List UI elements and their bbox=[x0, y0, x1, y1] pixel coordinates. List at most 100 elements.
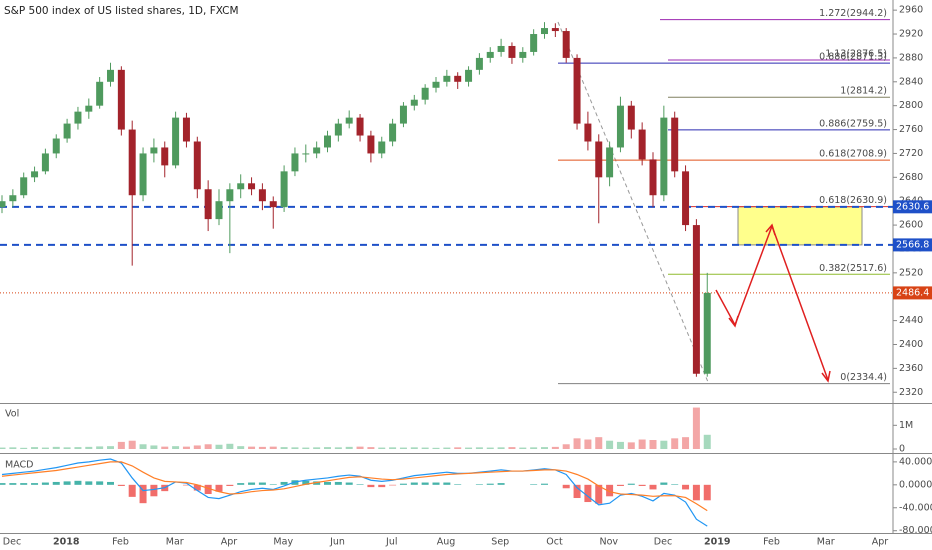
candle-body bbox=[671, 117, 679, 172]
volume-bar bbox=[150, 445, 158, 449]
volume-bar bbox=[139, 444, 147, 449]
volume-bar bbox=[508, 447, 516, 449]
candle-body bbox=[150, 147, 158, 154]
y-tick-label: -40.0000 bbox=[899, 502, 932, 513]
candle-body bbox=[497, 45, 505, 52]
x-tick-label: Mar bbox=[817, 537, 835, 548]
macd-histogram bbox=[399, 483, 407, 485]
candle-body bbox=[172, 117, 180, 166]
candle-body bbox=[334, 123, 342, 136]
fib-label: 1.13(2876.5) bbox=[825, 49, 887, 60]
candle-body bbox=[237, 183, 245, 190]
macd-histogram bbox=[85, 481, 93, 485]
macd-histogram bbox=[31, 483, 39, 485]
y-tick-label: 2800 bbox=[899, 100, 923, 111]
volume-bar bbox=[519, 447, 527, 449]
candle-body bbox=[96, 81, 104, 106]
y-tick-label: 0 bbox=[899, 444, 905, 455]
candle-body bbox=[9, 195, 17, 202]
fib-label: 1(2814.2) bbox=[840, 86, 887, 97]
volume-bar bbox=[606, 440, 614, 449]
candle-body bbox=[107, 69, 114, 82]
candle-body bbox=[31, 171, 39, 178]
x-tick-label: Apr bbox=[872, 537, 889, 548]
volume-bar bbox=[20, 447, 28, 449]
arrow-head bbox=[765, 223, 776, 236]
macd-histogram bbox=[454, 484, 462, 485]
fib-label: 1.272(2944.2) bbox=[819, 8, 887, 19]
candle-body bbox=[475, 57, 483, 70]
candle-body bbox=[454, 75, 462, 82]
macd-histogram bbox=[345, 482, 353, 485]
volume-bar bbox=[421, 447, 429, 449]
x-tick-label: Oct bbox=[546, 537, 563, 548]
target-zone bbox=[737, 206, 863, 246]
y-tick-label: 2960 bbox=[899, 5, 923, 16]
macd-histogram bbox=[41, 482, 49, 485]
volume-bar bbox=[248, 446, 256, 449]
macd-histogram bbox=[215, 484, 223, 492]
candle-body bbox=[345, 117, 353, 124]
macd-histogram bbox=[367, 484, 375, 488]
candle-body bbox=[389, 123, 397, 142]
fib-label: 0.886(2759.5) bbox=[819, 118, 887, 129]
x-tick-label: Dec bbox=[654, 537, 672, 548]
candle-body bbox=[595, 141, 603, 178]
candle-body bbox=[562, 31, 570, 58]
volume-bar bbox=[9, 447, 17, 449]
macd-histogram bbox=[682, 484, 690, 490]
y-tick-label: 2400 bbox=[899, 339, 923, 350]
forecast-arrow bbox=[715, 223, 829, 381]
macd-histogram bbox=[573, 484, 581, 499]
x-tick-label: May bbox=[273, 537, 293, 548]
volume-bar bbox=[258, 446, 266, 449]
candle-body bbox=[627, 105, 635, 130]
volume-bar bbox=[0, 447, 6, 449]
macd-histogram bbox=[280, 481, 288, 485]
macd-histogram bbox=[541, 483, 548, 485]
volume-bar bbox=[324, 447, 331, 449]
volume-bar bbox=[117, 441, 125, 449]
macd-histogram bbox=[150, 484, 158, 497]
volume-bar bbox=[367, 447, 375, 449]
volume-bar bbox=[465, 447, 473, 449]
pane-title: Vol bbox=[5, 409, 19, 420]
candle-body bbox=[541, 28, 548, 35]
candle-body bbox=[313, 147, 321, 154]
macd-histogram bbox=[584, 484, 592, 503]
macd-histogram bbox=[638, 484, 646, 486]
volume-bar bbox=[627, 442, 635, 449]
volume-bar bbox=[454, 447, 462, 449]
candle-body bbox=[85, 105, 93, 112]
candle-body bbox=[269, 201, 277, 208]
macd-histogram bbox=[63, 481, 71, 485]
volume-bar bbox=[280, 447, 288, 449]
volume-bar bbox=[541, 447, 548, 449]
candle-body bbox=[248, 183, 256, 190]
volume-bar bbox=[74, 447, 82, 449]
macd-histogram bbox=[226, 484, 234, 486]
macd-histogram bbox=[258, 482, 266, 485]
macd-histogram bbox=[486, 483, 494, 485]
macd-histogram bbox=[52, 481, 60, 485]
volume-bar bbox=[107, 446, 114, 449]
volume-bar bbox=[399, 447, 407, 449]
x-tick-label: Feb bbox=[112, 537, 129, 548]
candle-body bbox=[128, 129, 136, 196]
volume-bar bbox=[63, 447, 71, 449]
candle-body bbox=[204, 189, 212, 220]
volume-bar bbox=[182, 446, 190, 449]
candle-body bbox=[638, 129, 646, 160]
macd-histogram bbox=[649, 484, 657, 490]
pane-title: MACD bbox=[5, 460, 33, 471]
macd-histogram bbox=[302, 480, 310, 485]
candle-body bbox=[356, 117, 364, 136]
macd-histogram bbox=[128, 484, 136, 497]
volume-bar bbox=[497, 447, 505, 449]
volume-bar bbox=[573, 438, 581, 449]
trend-line bbox=[557, 21, 709, 383]
volume-bar bbox=[128, 440, 136, 449]
price-badge bbox=[893, 238, 932, 252]
volume-bar bbox=[313, 447, 321, 449]
volume-bar bbox=[649, 440, 657, 449]
